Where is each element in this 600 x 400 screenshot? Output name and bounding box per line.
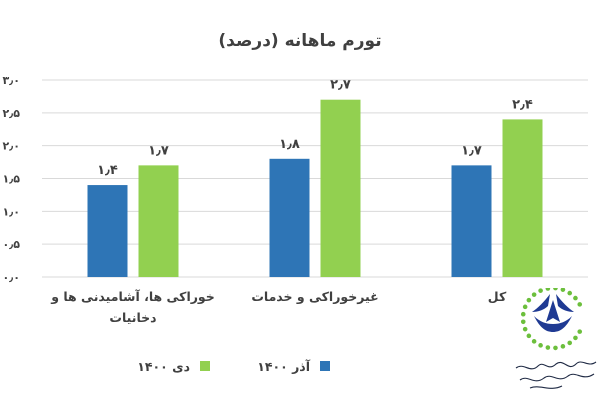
bar	[138, 165, 179, 277]
logo-dot	[520, 319, 526, 325]
logo-dot	[538, 343, 543, 348]
y-tick-label: ۲٫۰	[2, 140, 20, 153]
logo-dot	[531, 339, 537, 344]
y-tick-label: ۰٫۵	[2, 238, 20, 251]
logo-dot	[553, 345, 558, 351]
logo-dot	[573, 295, 578, 301]
y-tick-label: ۳٫۰	[2, 74, 20, 87]
logo-dot	[538, 288, 543, 293]
bar	[269, 158, 310, 277]
legend-label: آذر ۱۴۰۰	[257, 359, 310, 374]
x-category-label: خوراکی ها، آشامیدنی ها و	[50, 289, 215, 304]
y-tick-label: ۱٫۵	[2, 173, 20, 186]
logo-dot	[577, 329, 583, 334]
association-logo-icon	[515, 288, 597, 389]
logo-dot	[560, 288, 566, 292]
data-label: ۱٫۴	[97, 163, 118, 178]
logo-dot	[520, 311, 526, 317]
legend-swatch	[200, 361, 210, 371]
logo-dot	[522, 304, 528, 310]
logo-dot	[526, 297, 532, 303]
data-label: ۱٫۷	[148, 143, 169, 158]
logo-dot	[545, 345, 551, 350]
data-label: ۲٫۴	[512, 97, 533, 112]
data-label: ۱٫۷	[461, 143, 482, 158]
logo-dot	[531, 292, 537, 297]
logo-dot	[567, 340, 573, 346]
data-label: ۲٫۷	[330, 78, 351, 93]
logo-emblem	[532, 294, 574, 332]
logo-dot	[577, 302, 583, 307]
data-label: ۱٫۸	[279, 137, 300, 152]
logo-dot-ring	[520, 288, 583, 351]
x-category-label: دخانیات	[109, 310, 156, 325]
bar	[502, 119, 543, 278]
logo-dot	[573, 335, 578, 341]
logo-dot	[545, 288, 551, 291]
legend-label: دی ۱۴۰۰	[137, 359, 190, 374]
logo-dot	[553, 288, 558, 291]
bar	[451, 165, 492, 277]
legend-swatch	[320, 361, 330, 371]
logo-dot	[522, 326, 528, 332]
logo-dot	[560, 344, 566, 349]
y-tick-label: ۰٫۰	[2, 271, 20, 284]
logo-calligraphy	[515, 361, 597, 389]
bar	[87, 185, 128, 277]
x-category-label: غیرخوراکی و خدمات	[251, 289, 378, 304]
chart-title: تورم ماهانه (درصد)	[218, 31, 381, 51]
y-tick-label: ۲٫۵	[2, 107, 20, 120]
logo-dot	[567, 290, 573, 296]
x-category-label: کل	[488, 289, 507, 304]
bar	[320, 99, 361, 277]
logo-dot	[526, 333, 532, 339]
y-tick-label: ۱٫۰	[2, 205, 20, 218]
